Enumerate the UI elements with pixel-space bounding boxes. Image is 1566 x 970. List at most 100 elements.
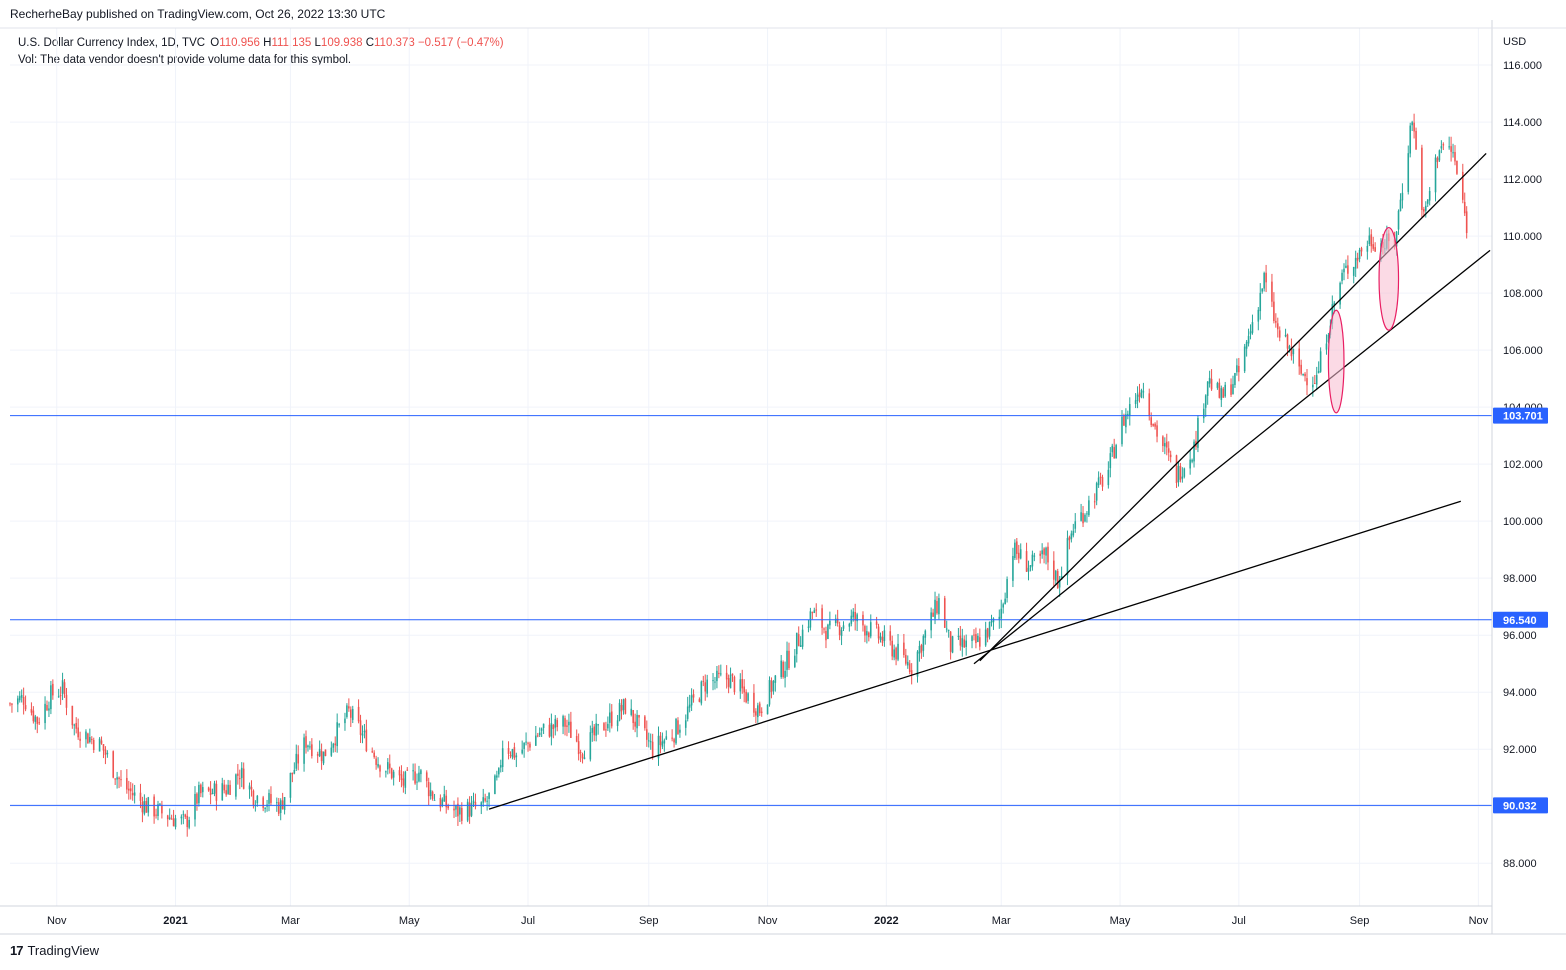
candle-body — [1222, 388, 1225, 398]
price-chart[interactable]: USD 116.000 114.000 112.000 110.000 108.000 10… — [0, 0, 1566, 940]
time-tick-label: Mar — [992, 915, 1011, 927]
candle-body — [348, 706, 350, 709]
candle-body — [936, 601, 938, 614]
candle-body — [1360, 248, 1363, 252]
candle-body — [1136, 394, 1139, 402]
candle-body — [1047, 546, 1049, 563]
highlight-ellipse[interactable] — [1378, 226, 1400, 331]
trendlines[interactable] — [488, 152, 1491, 810]
candle-body — [797, 634, 800, 646]
candle-body — [139, 792, 142, 801]
trendline[interactable] — [979, 152, 1487, 662]
candle-body — [470, 802, 473, 816]
price-axis[interactable]: USD 116.000 114.000 112.000 110.000 108.000 10… — [1493, 36, 1548, 870]
time-tick-label: Nov — [1469, 915, 1489, 927]
candle-body — [634, 721, 636, 727]
candle-body — [507, 748, 510, 754]
candle-body — [461, 807, 463, 821]
candle-body — [414, 771, 416, 784]
candle-body — [1331, 304, 1334, 324]
candle-body — [480, 802, 483, 807]
candle-body — [289, 772, 292, 798]
level-price-tag[interactable] — [1493, 407, 1548, 424]
candle-body — [1276, 323, 1279, 330]
candle-body — [632, 710, 634, 724]
candle-body — [706, 679, 708, 694]
candle-body — [457, 803, 459, 817]
candle-body — [1454, 152, 1456, 162]
candle-body — [998, 616, 1001, 620]
candle-body — [365, 729, 368, 751]
candle-body — [153, 796, 155, 817]
candle-body — [1424, 205, 1427, 211]
candle-body — [895, 647, 897, 660]
candle-body — [963, 639, 966, 648]
candle-body — [784, 670, 786, 678]
candle-body — [523, 742, 525, 749]
candle-body — [1407, 153, 1410, 192]
candle-body — [1127, 413, 1129, 415]
candle-body — [1181, 476, 1184, 479]
trendline[interactable] — [488, 500, 1462, 810]
candle-body — [201, 787, 204, 793]
candle-body — [416, 781, 418, 783]
candle-body — [595, 723, 597, 736]
candle-body — [903, 642, 905, 656]
candle-body — [1442, 144, 1445, 146]
candle-body — [1284, 334, 1287, 337]
candle-body — [951, 636, 954, 653]
candle-body — [1066, 538, 1069, 576]
candle-body — [868, 632, 870, 638]
highlight-ellipse[interactable] — [1327, 309, 1345, 414]
candle-body — [1115, 445, 1117, 459]
candle-body — [297, 754, 300, 764]
candle-body — [264, 807, 266, 809]
candle-body — [159, 803, 161, 805]
horizontal-levels[interactable] — [10, 415, 1492, 806]
candle-body — [38, 722, 41, 724]
level-price-tag[interactable] — [1493, 797, 1548, 814]
candle-body — [593, 726, 596, 736]
symbol-name[interactable]: U.S. Dollar Currency Index, 1D, TVC — [18, 37, 206, 49]
candle-body — [788, 650, 790, 669]
candle-body — [129, 788, 132, 792]
candle-body — [813, 610, 816, 613]
candle-body — [98, 738, 101, 752]
candle-body — [141, 801, 144, 813]
candle-body — [538, 732, 541, 736]
candle-body — [472, 800, 475, 803]
candle-body — [910, 670, 913, 675]
candle-body — [1169, 454, 1172, 458]
candle-body — [984, 629, 987, 646]
highlight-ellipses[interactable] — [1327, 226, 1400, 414]
candle-body — [1154, 423, 1156, 427]
candle-body — [229, 784, 231, 795]
candle-body — [1101, 477, 1104, 487]
candle-body — [568, 721, 570, 726]
candle-body — [198, 784, 200, 804]
candle-body — [684, 720, 687, 728]
candle-body — [1148, 393, 1151, 417]
candle-body — [1259, 292, 1262, 312]
level-price-tag[interactable] — [1493, 611, 1548, 628]
candle-body — [875, 621, 878, 625]
candle-body — [663, 740, 666, 744]
candle-body — [1189, 459, 1191, 469]
candle-body — [73, 724, 76, 726]
candle-body — [1041, 550, 1043, 555]
candle-body — [548, 724, 551, 737]
candle-body — [731, 673, 734, 676]
candle-body — [102, 744, 105, 751]
trendline[interactable] — [973, 249, 1491, 665]
tradingview-footer[interactable]: 17 TradingView — [10, 943, 99, 958]
candle-body — [651, 741, 654, 757]
candle-body — [729, 674, 732, 689]
candle-body — [836, 618, 839, 624]
time-axis[interactable]: Nov 2021 Mar May Jul Sep Nov 2022 Mar May Jul Sep No… — [47, 915, 1489, 927]
candle-body — [1312, 384, 1314, 388]
candle-body — [1210, 378, 1213, 390]
candle-body — [453, 808, 455, 811]
price-tick-label: 96.000 — [1503, 630, 1537, 642]
candle-body — [673, 739, 675, 743]
time-tick-label: 2021 — [163, 915, 187, 927]
